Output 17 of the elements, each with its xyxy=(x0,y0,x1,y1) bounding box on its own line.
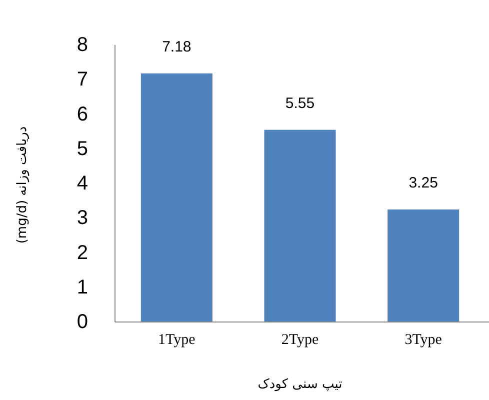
data-label: 3.25 xyxy=(408,174,438,192)
y-axis-title: دریافت وزانه (mg/d) xyxy=(15,126,30,244)
y-tick-label: 1 xyxy=(76,276,88,298)
x-axis-title: تیپ سنی کودک xyxy=(258,377,343,392)
y-tick-label: 5 xyxy=(76,138,88,160)
data-label: 7.18 xyxy=(162,38,192,56)
y-tick-label: 0 xyxy=(76,311,88,333)
y-tick-label: 7 xyxy=(76,68,88,91)
x-tick-label: 3Type xyxy=(404,332,442,348)
x-tick-label: 1Type xyxy=(158,332,196,348)
data-label: 5.55 xyxy=(285,94,315,112)
y-tick-label: 6 xyxy=(76,103,88,126)
y-tick-label: 3 xyxy=(76,207,88,230)
y-tick-label: 2 xyxy=(76,242,88,264)
x-tick-label: 2Type xyxy=(281,332,319,348)
y-tick-label: 8 xyxy=(76,34,88,56)
y-tick-label: 4 xyxy=(76,172,88,194)
